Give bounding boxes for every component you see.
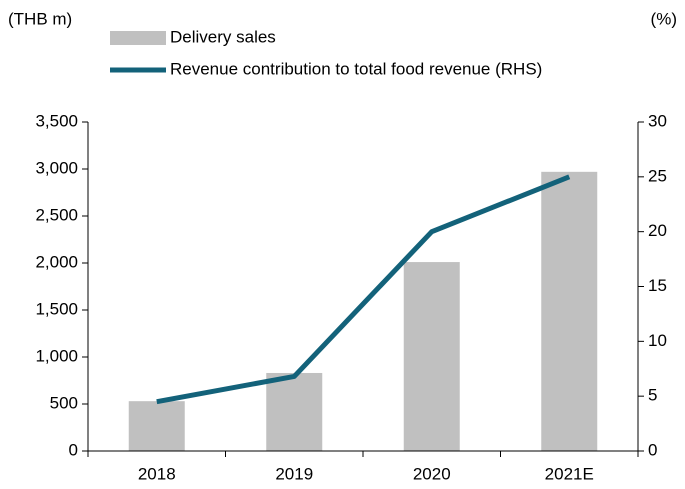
y-tick-label: 0 — [69, 440, 78, 459]
legend-label: Delivery sales — [170, 27, 276, 46]
y-tick-label: 2,500 — [35, 205, 78, 224]
bar — [541, 171, 598, 451]
y2-tick-label: 5 — [648, 386, 657, 405]
y2-tick-label: 0 — [648, 440, 657, 459]
y2-tick-label: 15 — [648, 276, 667, 295]
bar — [266, 372, 323, 451]
line — [156, 174, 571, 405]
y-tick-label: 2,000 — [35, 252, 78, 271]
y2-axis-label: (%) — [651, 9, 677, 28]
legend-swatch — [110, 31, 166, 45]
y-tick-label: 1,500 — [35, 299, 78, 318]
y-tick-label: 3,000 — [35, 158, 78, 177]
y-tick-label: 1,000 — [35, 346, 78, 365]
x-tick-label: 2021E — [545, 464, 594, 483]
y-tick-label: 500 — [50, 393, 78, 412]
y2-tick-label: 25 — [648, 166, 667, 185]
x-tick-label: 2019 — [275, 464, 313, 483]
x-tick-label: 2020 — [413, 464, 451, 483]
bar — [403, 262, 460, 451]
bar — [128, 401, 185, 451]
y2-tick-label: 10 — [648, 331, 667, 350]
y2-tick-label: 30 — [648, 111, 667, 130]
y-axis-label: (THB m) — [8, 9, 72, 28]
x-tick-label: 2018 — [138, 464, 176, 483]
y-tick-label: 3,500 — [35, 111, 78, 130]
legend-label: Revenue contribution to total food reven… — [170, 59, 542, 78]
y2-tick-label: 20 — [648, 221, 667, 240]
